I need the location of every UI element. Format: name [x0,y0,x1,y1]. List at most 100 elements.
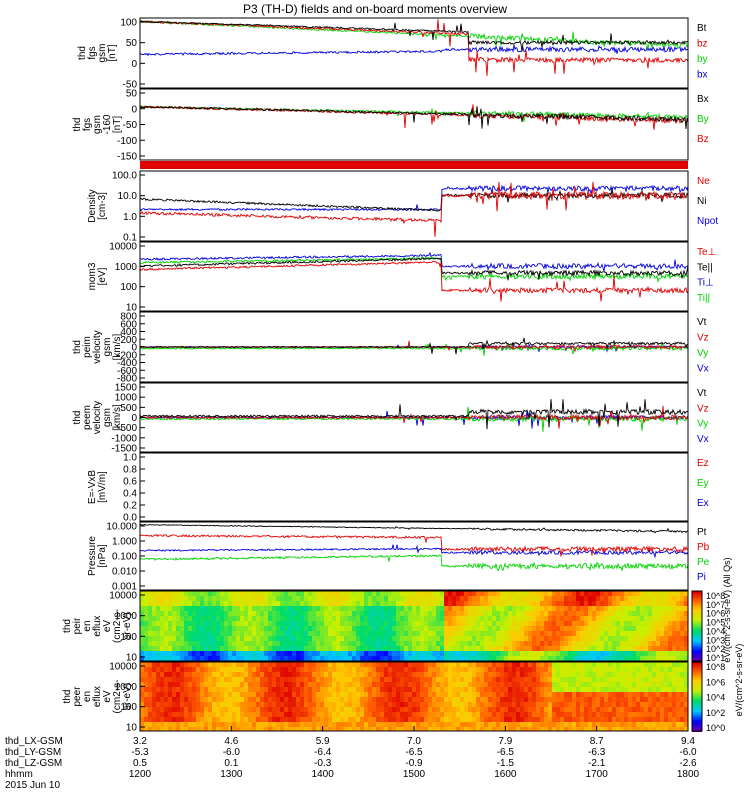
heatmap-cell [416,717,420,722]
heatmap-cell [212,611,216,616]
heatmap-cell [184,702,188,707]
heatmap-cell [176,692,180,697]
heatmap-cell [156,656,160,661]
heatmap-cell [312,667,316,672]
heatmap-cell [164,616,168,621]
heatmap-cell [332,712,336,717]
heatmap-cell [608,687,612,692]
heatmap-cell [636,621,640,626]
heatmap-cell [520,646,524,651]
heatmap-cell [232,672,236,677]
heatmap-cell [456,591,460,596]
heatmap-cell [316,687,320,692]
heatmap-cell [664,636,668,641]
heatmap-cell [276,641,280,646]
heatmap-cell [660,712,664,717]
heatmap-cell [684,596,688,601]
heatmap-cell [480,616,484,621]
heatmap-cell [452,687,456,692]
heatmap-cell [628,656,632,661]
heatmap-cell [428,722,432,727]
heatmap-cell [216,667,220,672]
heatmap-cell [332,687,336,692]
heatmap-cell [416,606,420,611]
heatmap-cell [312,651,316,656]
heatmap-cell [440,641,444,646]
heatmap-cell [444,636,448,641]
heatmap-cell [480,656,484,661]
heatmap-cell [204,621,208,626]
heatmap-cell [460,717,464,722]
heatmap-cell [204,687,208,692]
xaxis-value: 1800 [677,769,700,780]
heatmap-cell [516,672,520,677]
heatmap-cell [640,626,644,631]
heatmap-cell [424,707,428,712]
heatmap-cell [504,677,508,682]
heatmap-cell [200,722,204,727]
heatmap-cell [412,707,416,712]
heatmap-cell [532,692,536,697]
heatmap-cell [652,707,656,712]
heatmap-cell [640,682,644,687]
heatmap-cell [680,596,684,601]
heatmap-cell [368,631,372,636]
heatmap-cell [448,702,452,707]
heatmap-cell [284,722,288,727]
heatmap-cell [300,601,304,606]
heatmap-cell [180,672,184,677]
heatmap-cell [580,621,584,626]
heatmap-cell [360,641,364,646]
heatmap-cell [684,591,688,596]
heatmap-cell [276,626,280,631]
heatmap-cell [464,606,468,611]
heatmap-cell [392,636,396,641]
heatmap-cell [148,717,152,722]
heatmap-cell [476,702,480,707]
heatmap-cell [576,702,580,707]
heatmap-cell [168,702,172,707]
heatmap-cell [656,636,660,641]
heatmap-cell [244,641,248,646]
heatmap-cell [636,606,640,611]
xaxis-value: 1400 [312,769,335,780]
heatmap-cell [436,636,440,641]
heatmap-cell [404,687,408,692]
colorbar-cell [692,664,702,666]
heatmap-cell [632,626,636,631]
heatmap-cell [336,626,340,631]
heatmap-cell [320,651,324,656]
heatmap-cell [360,591,364,596]
heatmap-cell [612,727,616,731]
colorbar-cell [692,655,702,657]
heatmap-cell [388,687,392,692]
heatmap-cell [408,662,412,667]
heatmap-cell [220,682,224,687]
heatmap-cell [208,662,212,667]
heatmap-cell [624,712,628,717]
heatmap-cell [480,667,484,672]
heatmap-cell [172,667,176,672]
heatmap-cell [444,677,448,682]
heatmap-cell [220,601,224,606]
heatmap-cell [364,621,368,626]
heatmap-cell [236,626,240,631]
heatmap-cell [380,707,384,712]
heatmap-cell [508,717,512,722]
heatmap-cell [404,621,408,626]
heatmap-cell [236,656,240,661]
heatmap-cell [676,651,680,656]
heatmap-cell [356,702,360,707]
heatmap-cell [616,717,620,722]
heatmap-cell [644,712,648,717]
heatmap-cell [252,672,256,677]
heatmap-cell [272,636,276,641]
xaxis-value: 8.7 [590,736,604,747]
heatmap-cell [164,707,168,712]
heatmap-cell [316,697,320,702]
heatmap-cell [604,591,608,596]
heatmap-cell [176,611,180,616]
heatmap-cell [680,682,684,687]
heatmap-cell [252,641,256,646]
heatmap-cell [352,662,356,667]
